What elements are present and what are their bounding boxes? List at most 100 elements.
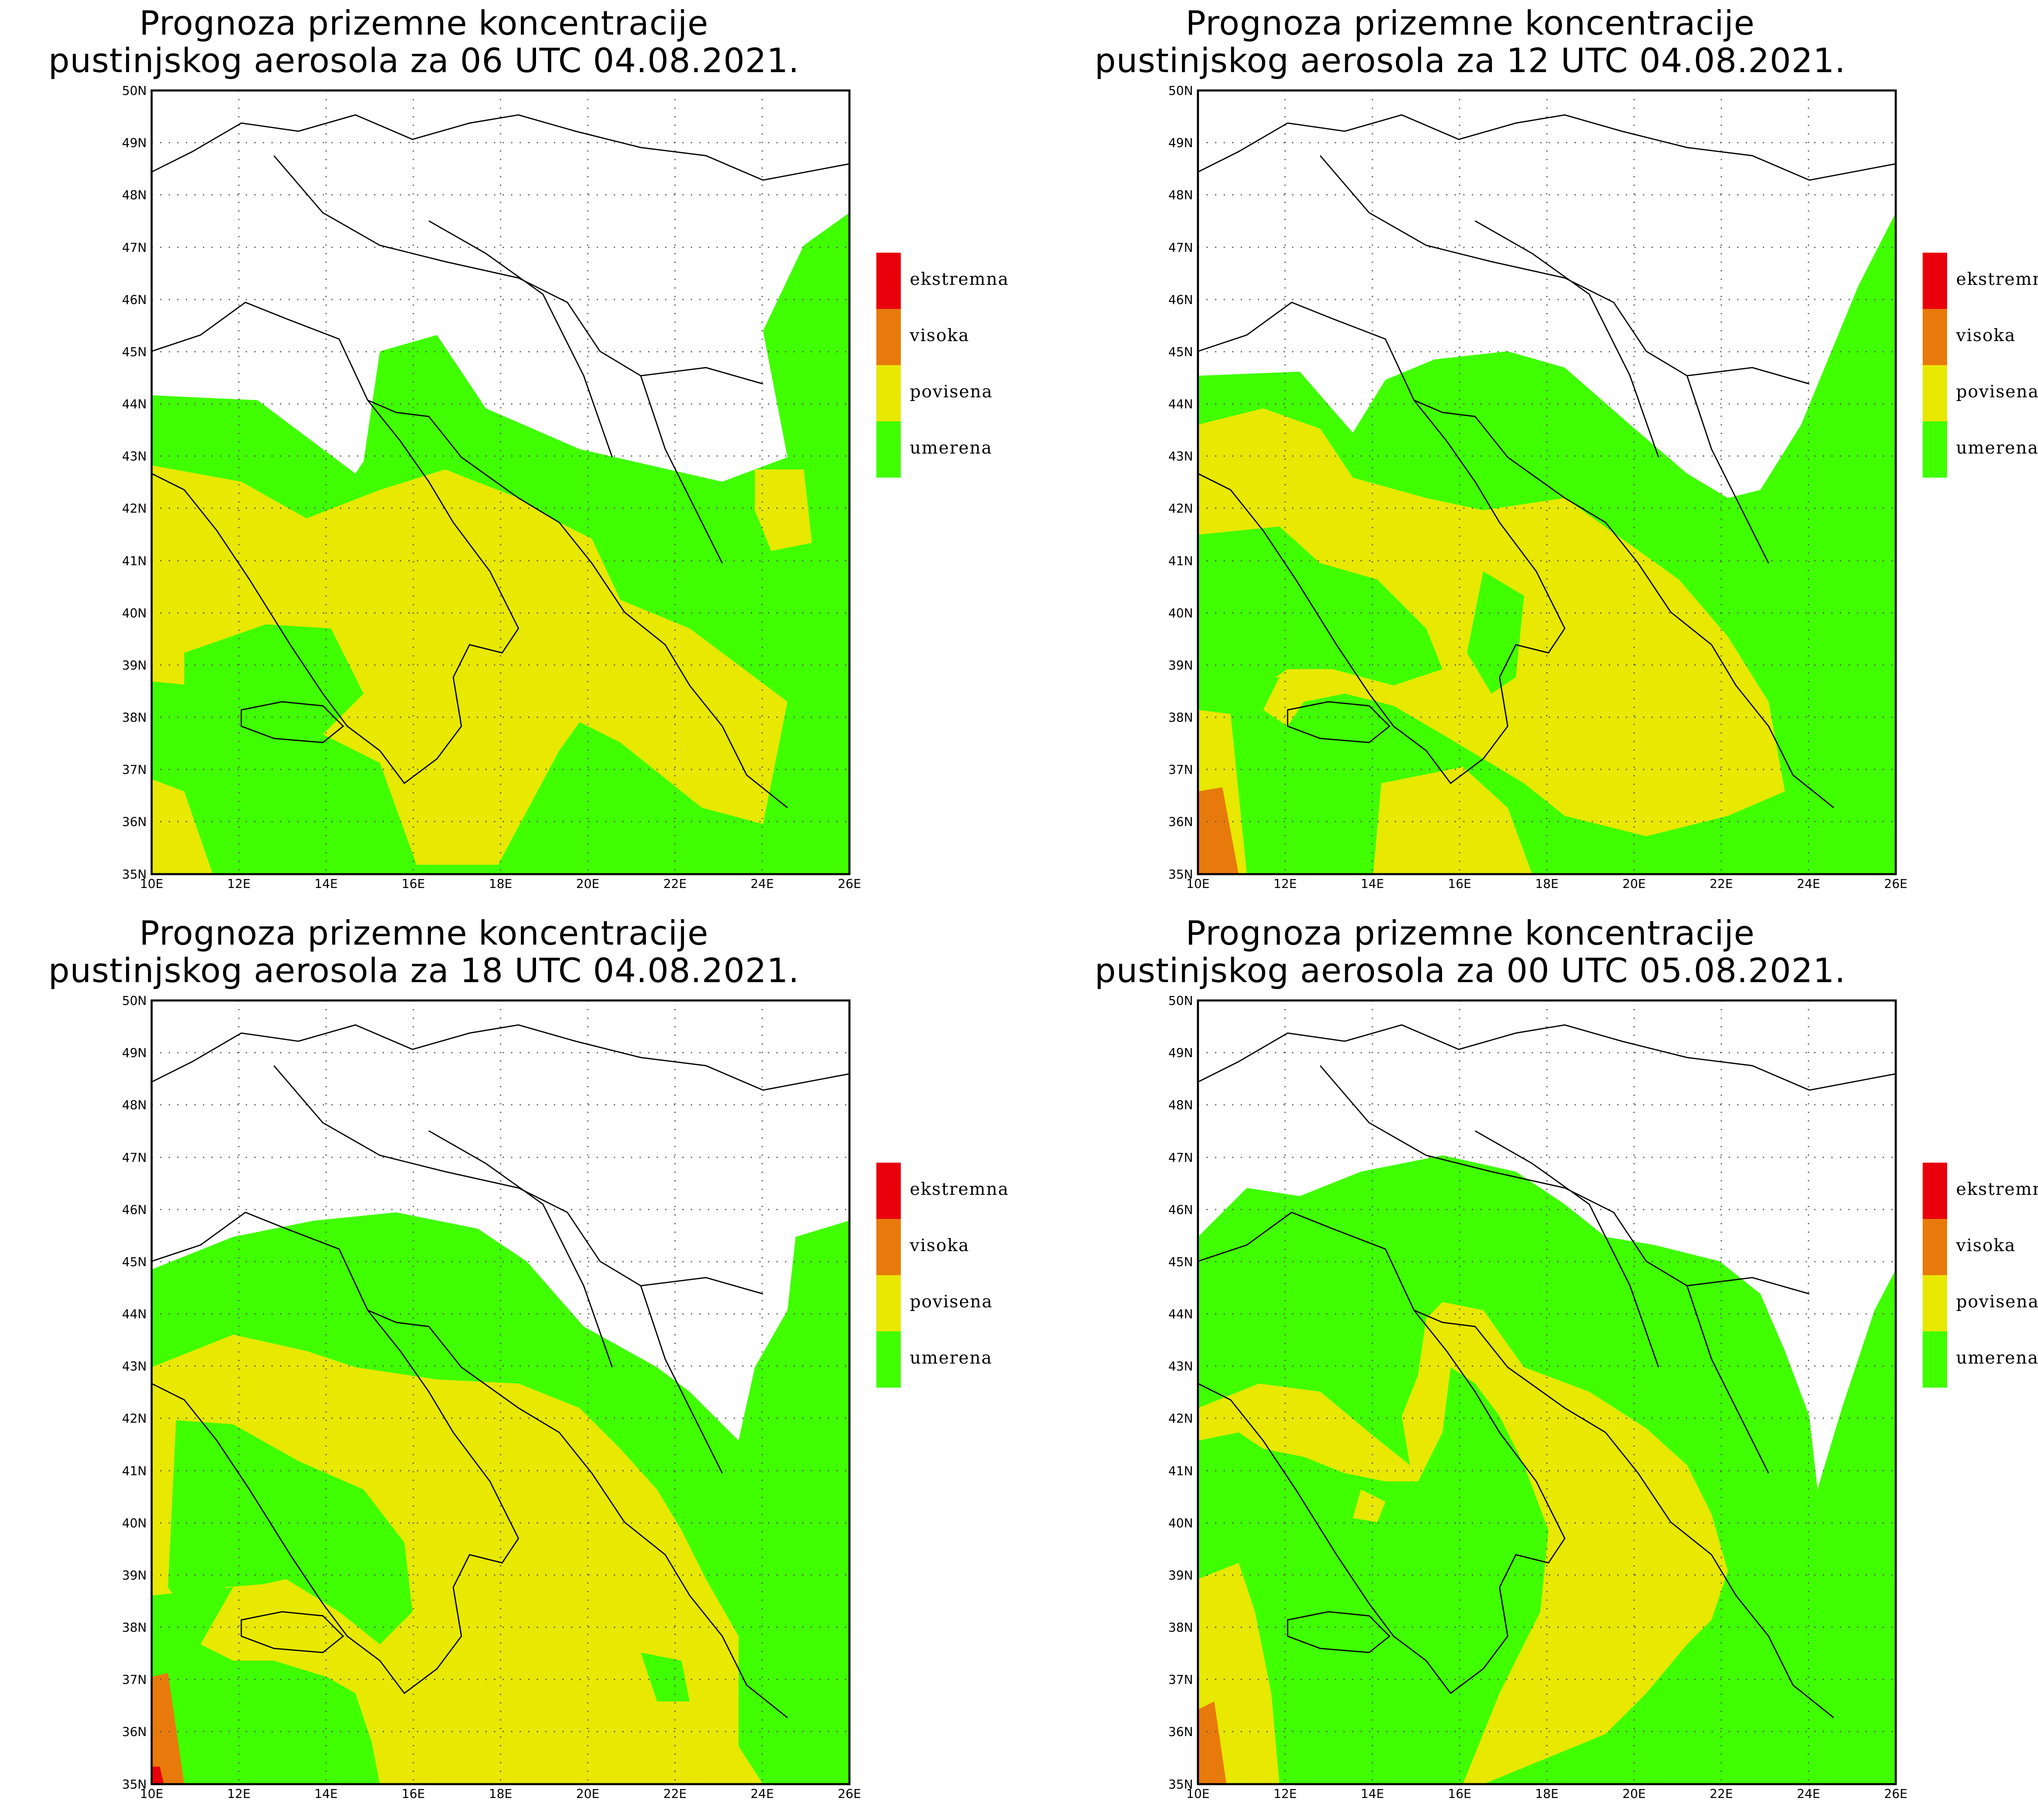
- lat-label: 38N: [122, 1621, 147, 1635]
- lat-label: 45N: [122, 1255, 147, 1269]
- legend-swatch-visoka: [876, 309, 901, 365]
- lat-label: 41N: [1168, 1464, 1193, 1478]
- forecast-map: [1197, 89, 1897, 875]
- lon-label: 20E: [1622, 1787, 1646, 1801]
- lat-label: 41N: [122, 554, 147, 568]
- panel-title: Prognoza prizemne koncentracije pustinjs…: [1046, 5, 1894, 80]
- lat-label: 48N: [122, 188, 147, 203]
- lat-label: 42N: [1168, 502, 1193, 516]
- legend-label: ekstremna: [910, 269, 1009, 289]
- lon-label: 18E: [1535, 1787, 1559, 1801]
- lon-label: 24E: [1797, 877, 1820, 891]
- lat-label: 40N: [1168, 606, 1193, 621]
- panel-title: Prognoza prizemne koncentracije pustinjs…: [0, 5, 848, 80]
- lat-label: 47N: [1168, 241, 1193, 255]
- lat-label: 37N: [1168, 763, 1193, 777]
- legend-swatch-povisena: [876, 365, 901, 421]
- lon-label: 12E: [1273, 877, 1297, 891]
- lat-label: 48N: [1168, 1098, 1193, 1113]
- forecast-map: [150, 999, 851, 1785]
- lat-label: 49N: [122, 136, 147, 150]
- lat-label: 42N: [122, 1412, 147, 1426]
- legend-swatch-umerena: [1923, 1331, 1947, 1388]
- title-line-2: pustinjskog aerosola za 18 UTC 04.08.202…: [48, 952, 800, 990]
- legend-swatch-visoka: [1923, 309, 1947, 365]
- lon-label: 12E: [1273, 1787, 1297, 1801]
- lon-label: 16E: [401, 1787, 425, 1801]
- lat-label: 36N: [122, 815, 147, 829]
- title-line-1: Prognoza prizemne koncentracije: [139, 4, 709, 43]
- forecast-map: [150, 89, 851, 875]
- map-panel-2: Prognoza prizemne koncentracije pustinjs…: [1046, 0, 2038, 910]
- lat-label: 50N: [122, 994, 147, 1008]
- map-area: 50N 49N 48N 47N 46N 45N 44N 43N 42N 41N …: [1168, 994, 1907, 1801]
- lat-label: 43N: [1168, 449, 1193, 464]
- lat-label: 42N: [1168, 1412, 1193, 1426]
- lat-label: 38N: [1168, 1621, 1193, 1635]
- lon-label: 24E: [750, 877, 774, 891]
- lat-label: 49N: [122, 1046, 147, 1060]
- legend-label: visoka: [910, 1235, 970, 1255]
- lat-label: 47N: [1168, 1151, 1193, 1165]
- lon-label: 10E: [140, 1787, 163, 1801]
- legend-swatch-povisena: [1923, 365, 1947, 421]
- map-panel-3: Prognoza prizemne koncentracije pustinjs…: [0, 910, 1046, 1820]
- legend-label: visoka: [1956, 325, 2016, 345]
- lat-label: 36N: [122, 1725, 147, 1739]
- legend-label: umerena: [1956, 1348, 2038, 1368]
- legend-label: ekstremna: [910, 1179, 1009, 1199]
- legend-swatch-visoka: [1923, 1219, 1947, 1275]
- legend-swatch-povisena: [876, 1275, 901, 1331]
- legend-swatch-povisena: [1923, 1275, 1947, 1331]
- legend-label: povisena: [1956, 381, 2038, 401]
- lon-label: 16E: [401, 877, 425, 891]
- title-line-2: pustinjskog aerosola za 12 UTC 04.08.202…: [1094, 42, 1846, 80]
- title-line-2: pustinjskog aerosola za 06 UTC 04.08.202…: [48, 42, 800, 80]
- lat-label: 35N: [1168, 868, 1193, 882]
- lon-label: 22E: [663, 1787, 687, 1801]
- legend-label: ekstremna: [1956, 1179, 2038, 1199]
- lat-label: 39N: [122, 1569, 147, 1583]
- lon-label: 12E: [227, 877, 251, 891]
- lat-label: 47N: [122, 241, 147, 255]
- lat-label: 43N: [122, 449, 147, 464]
- legend-label: povisena: [1956, 1291, 2038, 1311]
- lon-label: 26E: [838, 877, 861, 891]
- lon-label: 10E: [1186, 877, 1210, 891]
- lat-label: 41N: [122, 1464, 147, 1478]
- lat-label: 48N: [1168, 188, 1193, 203]
- lon-label: 20E: [576, 877, 600, 891]
- lon-label: 24E: [1797, 1787, 1820, 1801]
- map-area: 50N 49N 48N 47N 46N 45N 44N 43N 42N 41N …: [122, 84, 861, 891]
- lat-label: 42N: [122, 502, 147, 516]
- lon-label: 18E: [1535, 877, 1559, 891]
- lon-label: 10E: [1186, 1787, 1210, 1801]
- lat-label: 36N: [1168, 815, 1193, 829]
- lon-label: 14E: [314, 1787, 338, 1801]
- legend-swatch-ekstremna: [876, 253, 901, 309]
- lon-label: 18E: [489, 1787, 512, 1801]
- panel-title: Prognoza prizemne koncentracije pustinjs…: [0, 915, 848, 990]
- lat-label: 49N: [1168, 136, 1193, 150]
- panel-title: Prognoza prizemne koncentracije pustinjs…: [1046, 915, 1894, 990]
- lat-label: 35N: [122, 868, 147, 882]
- lat-label: 45N: [1168, 345, 1193, 359]
- lat-label: 35N: [122, 1778, 147, 1792]
- lat-label: 46N: [1168, 293, 1193, 307]
- lat-label: 37N: [1168, 1673, 1193, 1687]
- lon-label: 20E: [1622, 877, 1646, 891]
- lat-label: 47N: [122, 1151, 147, 1165]
- lat-label: 46N: [122, 1203, 147, 1217]
- legend-label: povisena: [910, 381, 993, 401]
- map-panel-1: Prognoza prizemne koncentracije pustinjs…: [0, 0, 1046, 910]
- lat-label: 40N: [1168, 1516, 1193, 1531]
- lat-label: 50N: [1168, 84, 1193, 98]
- map-panel-4: Prognoza prizemne koncentracije pustinjs…: [1046, 910, 2038, 1820]
- legend-swatch-ekstremna: [876, 1163, 901, 1219]
- lat-label: 39N: [1168, 659, 1193, 673]
- lon-label: 16E: [1448, 877, 1471, 891]
- lat-label: 45N: [1168, 1255, 1193, 1269]
- title-line-1: Prognoza prizemne koncentracije: [1185, 914, 1755, 953]
- lon-label: 20E: [576, 1787, 600, 1801]
- lat-label: 41N: [1168, 554, 1193, 568]
